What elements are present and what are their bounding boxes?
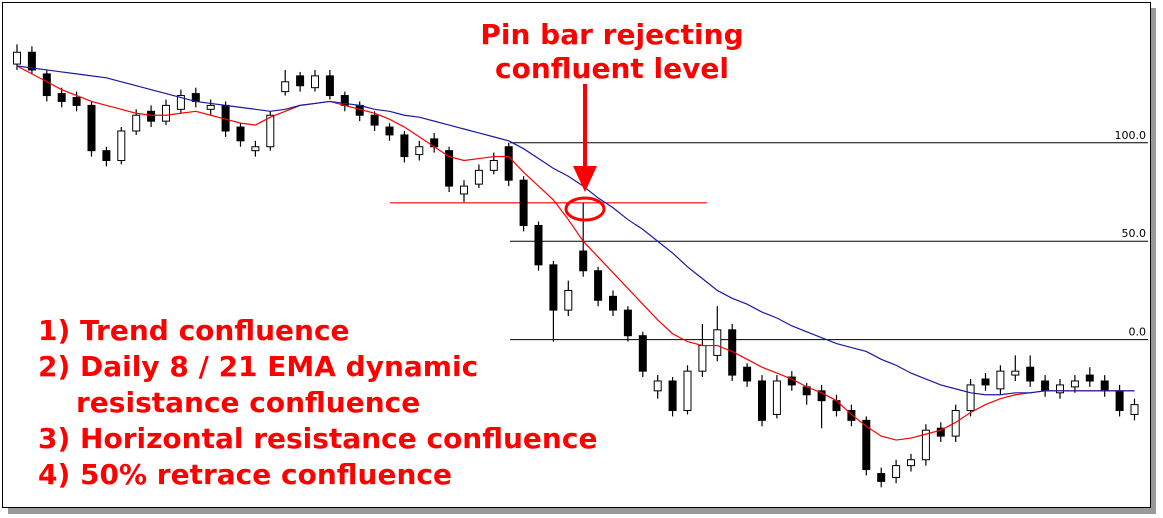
candle-body — [474, 169, 483, 185]
annotations: Pin bar rejecting confluent level 1) Tre… — [38, 18, 744, 491]
candle-body — [966, 384, 975, 412]
candle-body — [1056, 384, 1064, 394]
level-label: 0.0 — [1129, 326, 1147, 339]
candle-body — [132, 114, 141, 132]
candle-body — [1130, 404, 1139, 415]
plot-area: 100.0 50.0 0.0 — [13, 44, 1148, 488]
candle-body — [504, 146, 513, 181]
candle-body — [519, 179, 528, 226]
candle-body — [579, 250, 588, 272]
candle-body — [206, 104, 215, 110]
candle-body — [1026, 366, 1035, 382]
note-line: 4) 50% retrace confluence — [38, 458, 452, 491]
candle-body — [564, 289, 573, 311]
candle-body — [877, 473, 886, 482]
candle-body — [281, 81, 290, 93]
candle-body — [1115, 390, 1124, 412]
candle-body — [921, 429, 930, 461]
candle-body — [892, 465, 901, 478]
candle-body — [638, 335, 647, 372]
arrow-head — [573, 166, 597, 192]
candle-body — [623, 309, 632, 337]
candle-body — [117, 130, 126, 162]
candle-body — [251, 146, 260, 152]
candle-body — [27, 51, 36, 71]
candle-body — [772, 380, 781, 415]
candle-body — [862, 419, 871, 471]
candle-body — [489, 160, 498, 171]
candle-body — [176, 95, 185, 110]
candle-body — [713, 329, 722, 356]
candle-body — [996, 370, 1005, 390]
candle-body — [609, 295, 617, 311]
candle-body — [1011, 370, 1020, 376]
candle-body — [534, 224, 543, 266]
candle-body — [236, 126, 245, 142]
candle-body — [87, 104, 96, 152]
candle-body — [847, 410, 856, 421]
candle-body — [42, 73, 51, 97]
note-line: 1) Trend confluence — [38, 314, 350, 347]
candle-body — [57, 93, 66, 102]
candle-body — [951, 410, 960, 437]
note-line: 3) Horizontal resistance confluence — [38, 422, 597, 455]
candle-body — [1085, 374, 1094, 382]
note-line: 2) Daily 8 / 21 EMA dynamic — [38, 350, 478, 383]
candle-body — [311, 75, 319, 89]
candle-body — [549, 264, 558, 311]
candle-body — [296, 75, 305, 87]
candle-body — [445, 150, 454, 187]
candle-body — [936, 427, 945, 437]
level-label: 100.0 — [1115, 129, 1147, 142]
candle-body — [460, 185, 468, 195]
callout-line: confluent level — [495, 52, 729, 85]
candle-body — [1100, 380, 1109, 392]
candle-body — [981, 378, 990, 386]
candle-body — [653, 380, 662, 392]
candle-body — [728, 329, 737, 376]
candle-body — [72, 97, 81, 106]
candle-body — [817, 390, 826, 402]
candle-body — [102, 150, 111, 162]
candle-body — [400, 134, 409, 158]
callout-line: Pin bar rejecting — [480, 18, 743, 51]
candle-body — [370, 114, 379, 126]
candle-body — [698, 345, 707, 372]
ema-line — [16, 65, 1135, 396]
candle-body — [385, 126, 394, 136]
candle-body — [683, 370, 692, 412]
candle-body — [147, 110, 156, 122]
candle-body — [1041, 380, 1050, 392]
candle-body — [594, 270, 603, 301]
candle-body — [1070, 380, 1079, 388]
highlight-ellipse — [564, 196, 606, 222]
candle-body — [743, 366, 752, 382]
candle-body — [907, 459, 915, 467]
ema-line — [16, 65, 1135, 441]
candle-body — [415, 146, 424, 156]
candle-body — [13, 51, 21, 65]
candle-body — [266, 114, 275, 148]
candle-body — [162, 104, 170, 122]
candle-body — [758, 380, 766, 421]
candle-body — [668, 380, 677, 412]
level-label: 50.0 — [1122, 227, 1147, 240]
note-line: resistance confluence — [76, 386, 420, 419]
candle-body — [325, 75, 334, 97]
